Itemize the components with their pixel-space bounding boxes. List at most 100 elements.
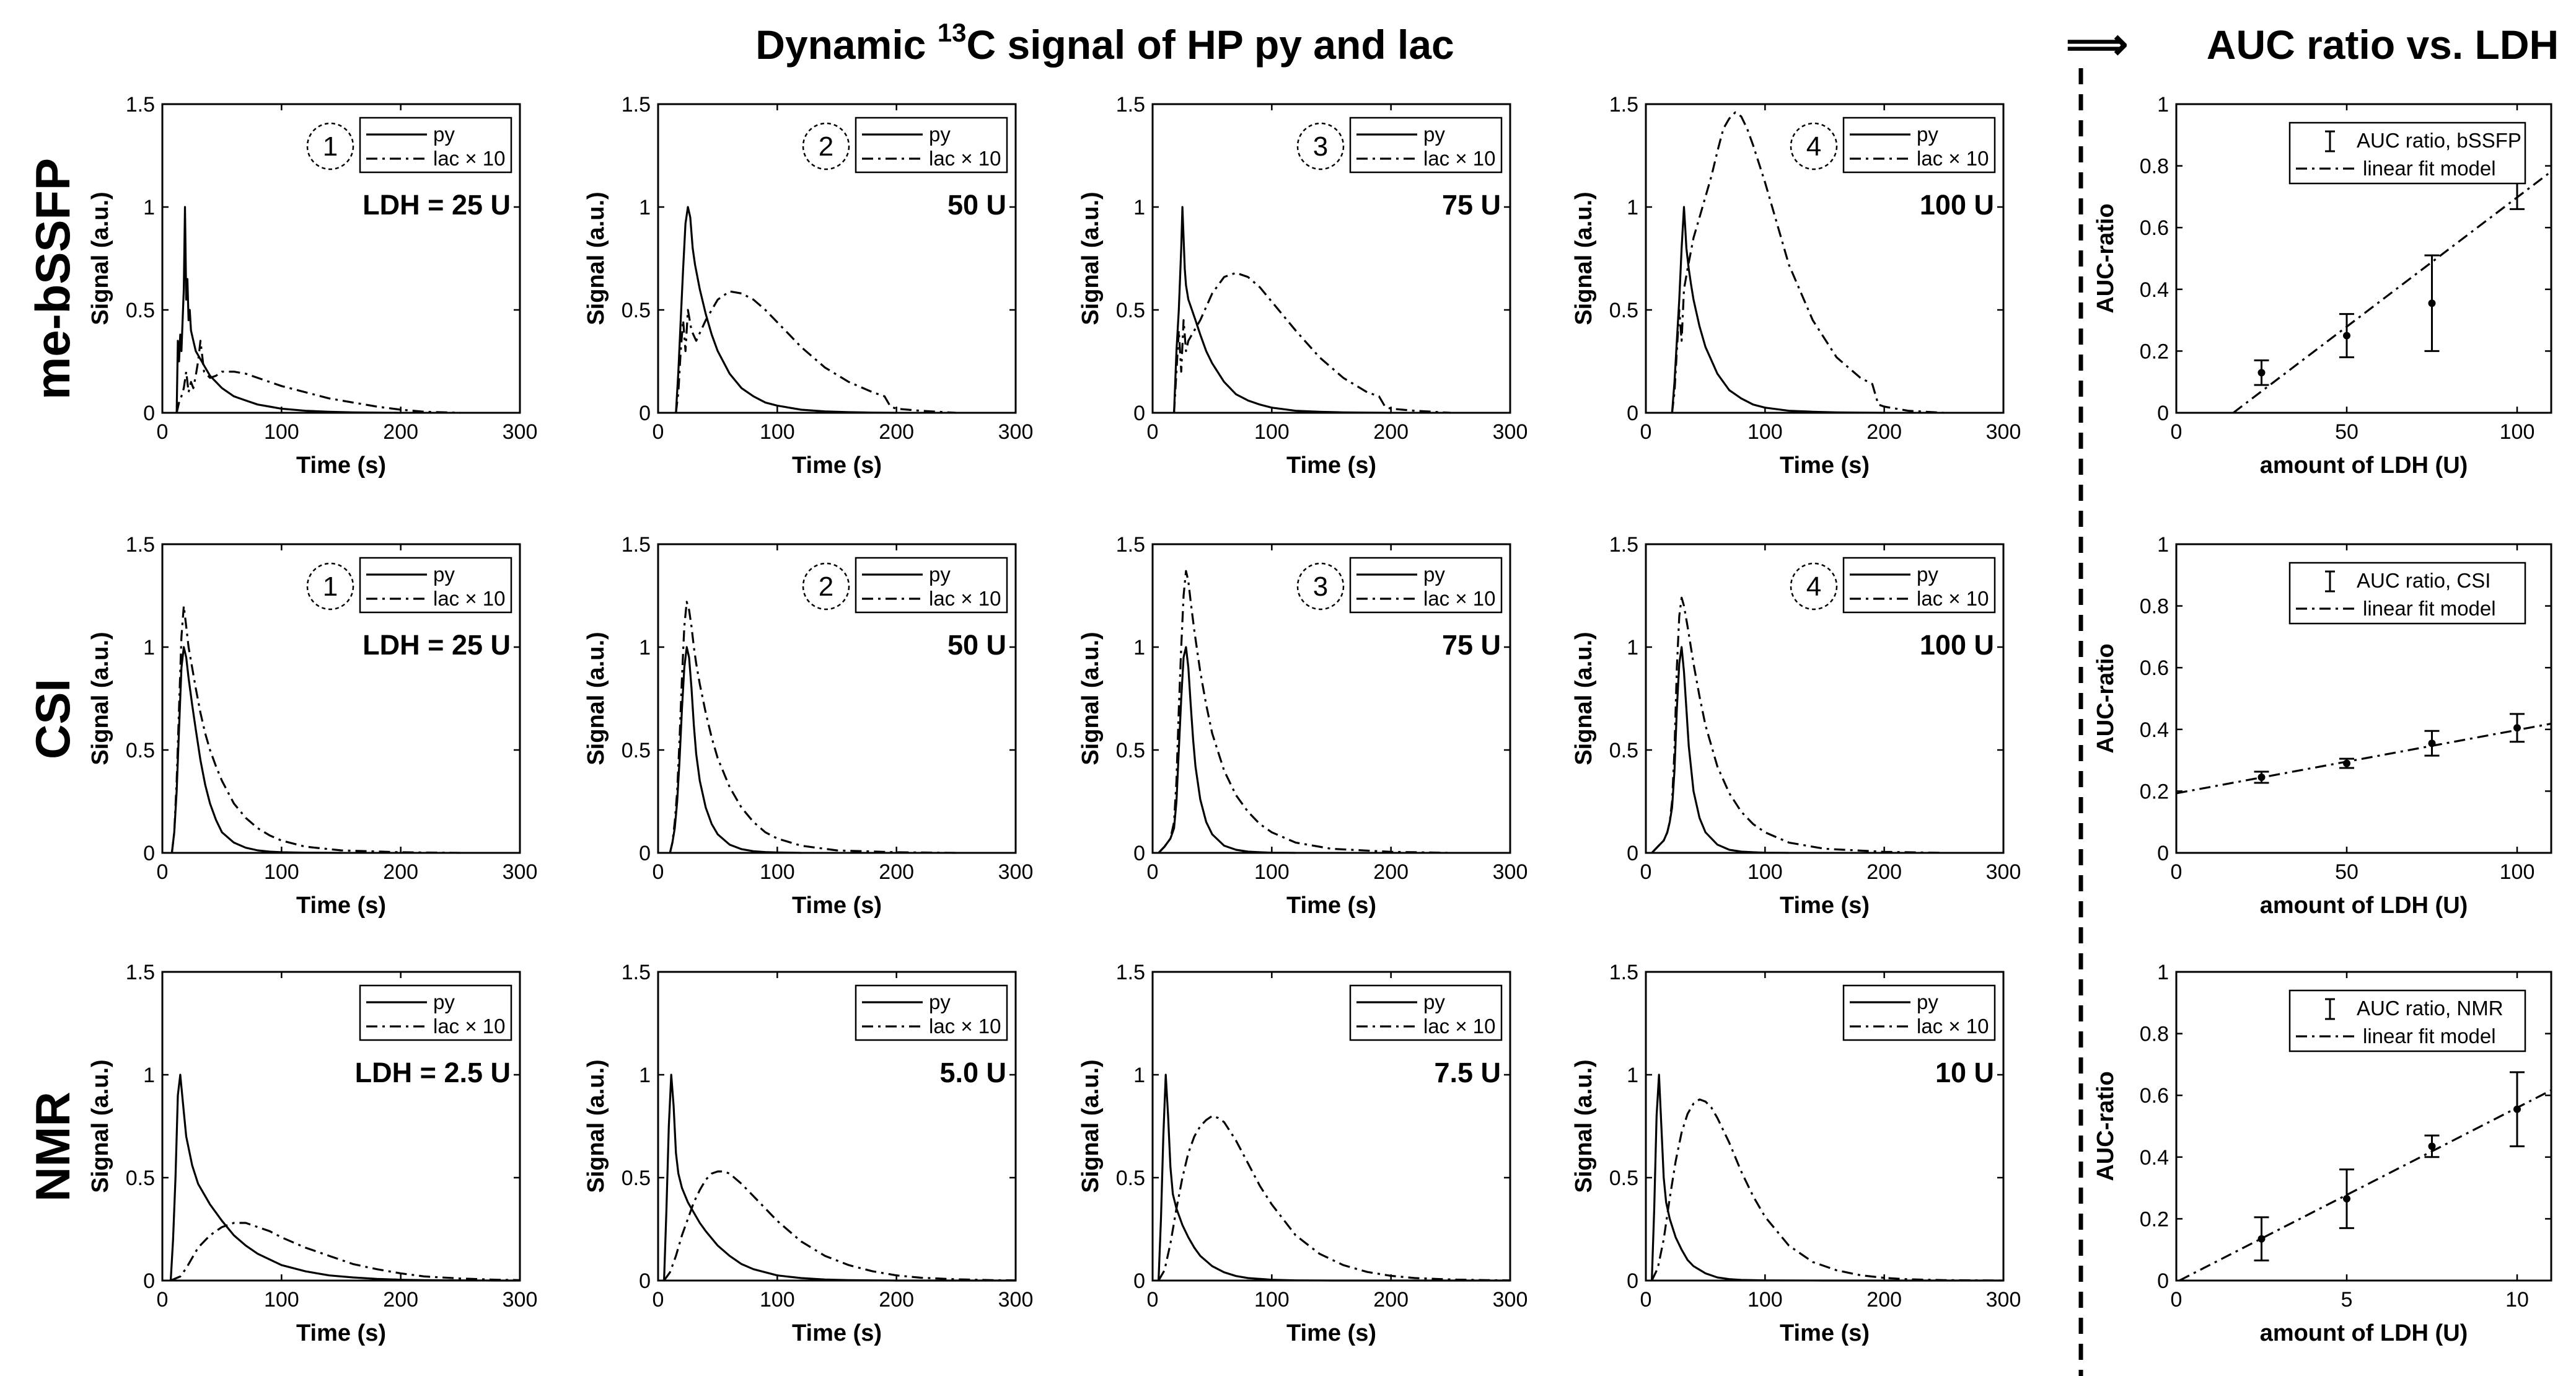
legend-box	[855, 117, 1008, 174]
x-tick-label: 200	[1373, 860, 1409, 884]
ldh-annotation: 10 U	[1935, 1057, 1994, 1088]
row-label-nmr: NMR	[25, 1092, 80, 1202]
x-tick-label: 0	[2171, 1288, 2183, 1312]
x-tick-label: 200	[383, 1288, 418, 1312]
x-tick-label: 5	[2341, 1288, 2353, 1312]
data-point	[2343, 1195, 2350, 1203]
y-tick-label: 0	[143, 842, 155, 865]
data-point	[2513, 724, 2521, 732]
y-tick-label: 1	[1133, 196, 1145, 219]
y-tick-label: 1.5	[622, 961, 651, 984]
x-tick-label: 300	[1493, 1288, 1528, 1312]
y-tick-label: 1	[2157, 961, 2169, 984]
y-axis-label: Signal (a.u.)	[87, 1059, 113, 1193]
x-axis-label: Time (s)	[792, 452, 882, 479]
x-tick-label: 300	[503, 1288, 538, 1312]
legend-label-lac: lac × 10	[433, 147, 506, 170]
x-tick-label: 100	[1747, 860, 1783, 884]
x-axis-label: Time (s)	[1286, 893, 1376, 919]
chart-panel-r2c4: 0 5 10 0 0.2 0.4 0.6 0.8 1 amount of LDH (U) AUC-r…	[2093, 961, 2552, 1346]
ldh-annotation: 7.5 U	[1434, 1057, 1501, 1088]
series-line-py	[170, 646, 341, 854]
x-tick-label: 300	[998, 420, 1034, 444]
x-axis-label: Time (s)	[296, 1320, 386, 1346]
legend-label-py: py	[433, 990, 455, 1013]
legend-label-py: py	[929, 990, 951, 1013]
x-tick-label: 100	[2500, 860, 2535, 884]
x-tick-label: 10	[2505, 1288, 2529, 1312]
legend-box	[855, 984, 1008, 1041]
chart-panel-r0c2: 0 100 200 300 0 0.5 1 1.5 Time (s) Signal (a.u.) p…	[1078, 93, 1528, 479]
x-axis-label: amount of LDH (U)	[2260, 893, 2468, 919]
series-line-py	[1651, 1074, 2003, 1282]
y-tick-label: 0.5	[126, 1167, 155, 1190]
fit-line	[2232, 170, 2552, 414]
series-line-lac	[663, 1170, 1016, 1282]
y-tick-label: 0	[2157, 1269, 2169, 1293]
main-title: Dynamic 13C signal of HP py and lac	[755, 18, 1454, 68]
ldh-annotation: 75 U	[1442, 189, 1501, 221]
series-line-lac	[675, 290, 956, 414]
x-tick-label: 100	[1747, 1288, 1783, 1312]
legend-label-lac: lac × 10	[1917, 587, 1989, 610]
series-line-py	[1671, 206, 1884, 414]
x-tick-label: 0	[1640, 1288, 1652, 1312]
y-tick-label: 0.5	[126, 739, 155, 762]
x-tick-label: 0	[157, 860, 169, 884]
x-axis-label: Time (s)	[792, 893, 882, 919]
series-line-py	[1173, 206, 1391, 414]
y-tick-label: 0.5	[622, 739, 651, 762]
y-tick-label: 0.8	[2140, 1023, 2169, 1046]
y-tick-label: 1.5	[1609, 961, 1638, 984]
x-tick-label: 200	[879, 420, 914, 444]
y-tick-label: 0.5	[622, 299, 651, 322]
y-axis-label: Signal (a.u.)	[1571, 192, 1597, 325]
legend-label-lac: lac × 10	[929, 587, 1001, 610]
legend-label-fit: linear fit model	[2363, 157, 2496, 180]
x-tick-label: 0	[1147, 420, 1159, 444]
y-tick-label: 1	[1627, 196, 1638, 219]
x-tick-label: 100	[760, 1288, 795, 1312]
ldh-annotation: 50 U	[947, 189, 1006, 221]
legend-label-points: AUC ratio, bSSFP	[2357, 129, 2521, 152]
x-axis-label: Time (s)	[1780, 452, 1870, 479]
y-tick-label: 1.5	[126, 533, 155, 557]
y-tick-label: 1.5	[126, 93, 155, 117]
sample-marker-circle	[802, 122, 850, 170]
legend-box	[2288, 121, 2526, 185]
y-tick-label: 1	[639, 636, 651, 659]
y-tick-label: 1	[143, 1064, 155, 1087]
x-tick-label: 0	[1640, 860, 1652, 884]
ldh-annotation: LDH = 25 U	[363, 629, 511, 661]
y-tick-label: 0.5	[1116, 299, 1145, 322]
series-line-py	[675, 206, 897, 414]
fit-line	[2176, 723, 2552, 795]
y-tick-label: 0.5	[622, 1167, 651, 1190]
row-label-bssfp: me-bSSFP	[25, 158, 80, 400]
sample-marker-number: 4	[1806, 131, 1821, 162]
series-line-py	[1158, 1074, 1510, 1282]
legend-label-py: py	[1423, 990, 1445, 1013]
series-line-lac	[175, 340, 460, 414]
legend-label-fit: linear fit model	[2363, 597, 2496, 620]
sample-marker-number: 1	[323, 571, 338, 602]
y-tick-label: 0.4	[2140, 1146, 2169, 1170]
y-tick-label: 1.5	[1116, 961, 1145, 984]
legend-label-lac: lac × 10	[1917, 147, 1989, 170]
ldh-annotation: 5.0 U	[939, 1057, 1006, 1088]
y-axis-label: AUC-ratio	[2093, 203, 2119, 313]
series-line-lac	[1671, 111, 1944, 414]
y-tick-label: 0.4	[2140, 278, 2169, 302]
legend-label-lac: lac × 10	[929, 147, 1001, 170]
y-tick-label: 0	[639, 402, 651, 425]
x-tick-label: 100	[760, 420, 795, 444]
x-tick-label: 200	[879, 1288, 914, 1312]
chart-panel-r0c0: 0 100 200 300 0 0.5 1 1.5 Time (s) Signal (a.u.) p…	[87, 93, 537, 479]
x-tick-label: 50	[2335, 860, 2358, 884]
y-axis-label: AUC-ratio	[2093, 643, 2119, 753]
legend-label-points: AUC ratio, NMR	[2357, 997, 2503, 1020]
legend-label-py: py	[1917, 563, 1938, 586]
x-axis-label: Time (s)	[1286, 452, 1376, 479]
x-axis-label: amount of LDH (U)	[2260, 1320, 2468, 1346]
x-tick-label: 0	[1640, 420, 1652, 444]
